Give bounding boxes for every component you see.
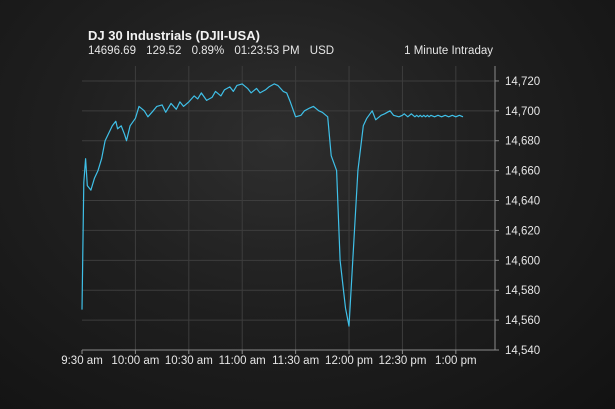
dji-price-line — [81, 83, 464, 327]
x-tick-label: 12:30 pm — [378, 355, 426, 367]
y-tick-label: 14,540 — [505, 345, 540, 357]
net-change: 129.52 — [146, 45, 182, 57]
currency: USD — [309, 45, 335, 57]
quote-stats: 14696.69 129.52 0.89% 01:23:53 PM USD — [88, 45, 341, 57]
y-tick-label: 14,660 — [505, 166, 540, 178]
chart-title: DJ 30 Industrials (DJII-USA) — [88, 28, 260, 43]
y-tick-label: 14,600 — [505, 255, 540, 267]
y-tick-label: 14,700 — [505, 106, 540, 118]
x-axis-labels: 9:30 am 10:00 am 10:30 am 11:00 am 11:30 am 1… — [61, 355, 476, 367]
interval-label: 1 Minute Intraday — [404, 45, 493, 57]
y-tick-label: 14,640 — [505, 196, 540, 208]
chart-axes — [81, 66, 499, 354]
last-price: 14696.69 — [88, 45, 136, 57]
x-tick-label: 1:00 pm — [435, 355, 477, 367]
quote-time: 01:23:53 PM — [234, 45, 300, 57]
y-tick-label: 14,720 — [505, 76, 540, 88]
y-tick-label: 14,680 — [505, 136, 540, 148]
x-tick-label: 11:00 am — [219, 355, 266, 367]
y-tick-label: 14,620 — [505, 225, 540, 237]
y-tick-label: 14,560 — [505, 315, 540, 327]
x-tick-label: 11:30 am — [272, 355, 319, 367]
chart-grid — [82, 66, 495, 351]
x-tick-label: 12:00 pm — [325, 355, 373, 367]
x-tick-label: 10:00 am — [111, 355, 159, 367]
percent-change: 0.89% — [191, 45, 225, 57]
y-tick-label: 14,580 — [505, 285, 540, 297]
y-axis-labels: 14,540 14,560 14,580 14,600 14,620 14,640 14,6… — [505, 76, 540, 357]
x-tick-label: 10:30 am — [165, 355, 213, 367]
x-tick-label: 9:30 am — [61, 355, 103, 367]
series-layer — [81, 83, 464, 327]
